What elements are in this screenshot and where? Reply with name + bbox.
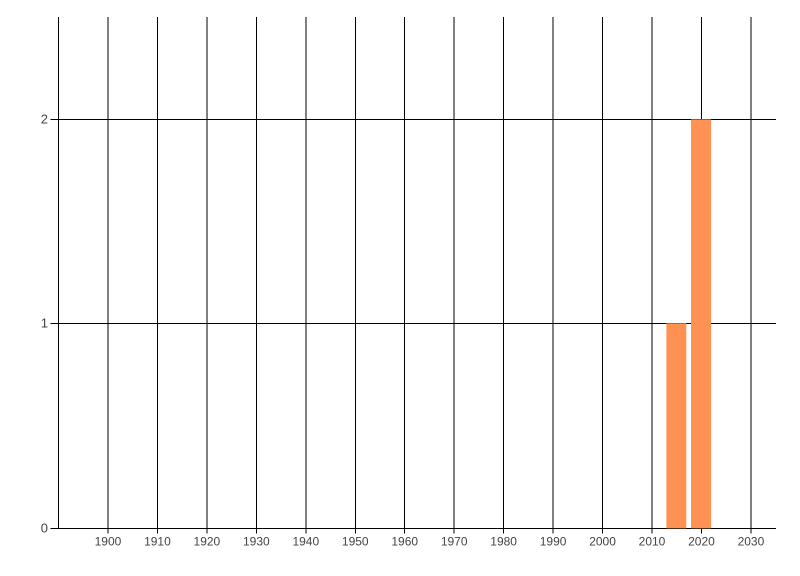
svg-text:1970: 1970 <box>441 534 468 548</box>
svg-text:1930: 1930 <box>243 534 270 548</box>
svg-text:0: 0 <box>41 520 48 535</box>
svg-text:2020: 2020 <box>688 534 715 548</box>
svg-text:2010: 2010 <box>639 534 666 548</box>
svg-text:1990: 1990 <box>540 534 567 548</box>
svg-text:1900: 1900 <box>95 534 122 548</box>
svg-text:2030: 2030 <box>738 534 765 548</box>
svg-text:1980: 1980 <box>490 534 517 548</box>
svg-text:1: 1 <box>41 315 48 330</box>
svg-text:2000: 2000 <box>589 534 616 548</box>
svg-text:2: 2 <box>41 111 48 126</box>
svg-text:1940: 1940 <box>292 534 319 548</box>
svg-text:1910: 1910 <box>144 534 171 548</box>
svg-text:1960: 1960 <box>391 534 418 548</box>
svg-text:1920: 1920 <box>194 534 221 548</box>
svg-text:1950: 1950 <box>342 534 369 548</box>
